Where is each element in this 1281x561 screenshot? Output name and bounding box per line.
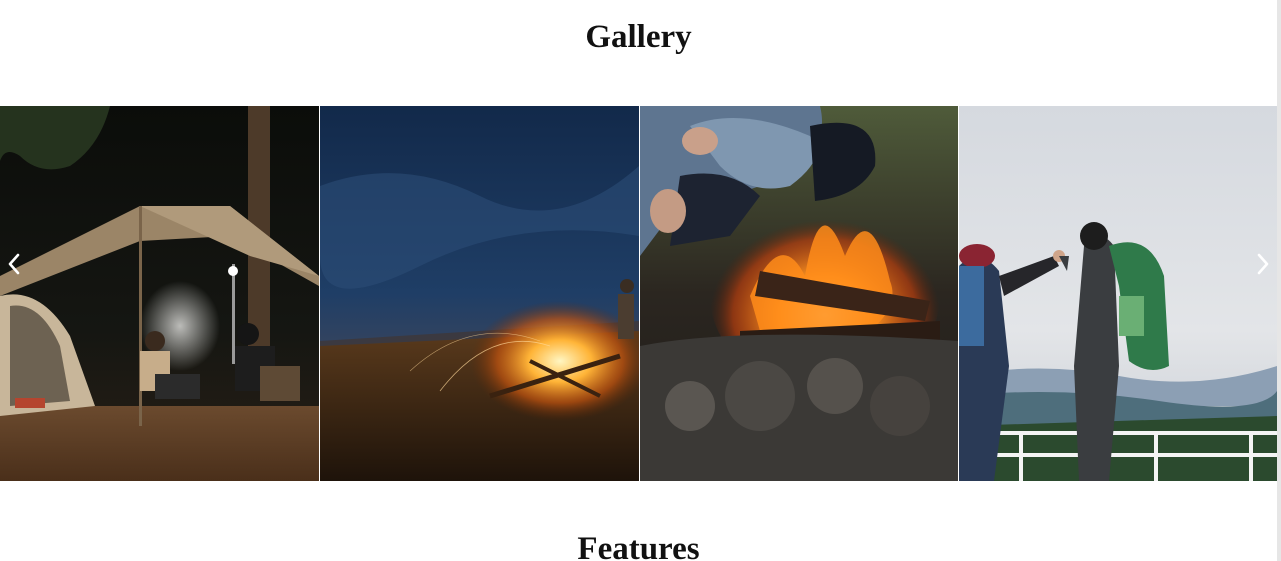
campfire-closeup-image — [640, 106, 958, 481]
chevron-right-icon — [1257, 253, 1269, 275]
gallery-slide-campfire-closeup[interactable] — [640, 106, 958, 481]
gallery-title: Gallery — [585, 19, 692, 55]
hikers-image — [959, 106, 1277, 481]
carousel-prev-button[interactable] — [0, 244, 28, 284]
gallery-slide-tent-camp[interactable] — [0, 106, 319, 481]
page-scrollbar[interactable] — [1277, 0, 1281, 561]
carousel-next-button[interactable] — [1249, 244, 1277, 284]
gallery-carousel — [0, 106, 1277, 481]
gallery-slide-beach-campfire[interactable] — [320, 106, 639, 481]
features-title: Features — [577, 531, 700, 561]
gallery-slide-hikers[interactable] — [959, 106, 1277, 481]
beach-campfire-image — [320, 106, 639, 481]
tent-camp-image — [0, 106, 319, 481]
chevron-left-icon — [8, 253, 20, 275]
